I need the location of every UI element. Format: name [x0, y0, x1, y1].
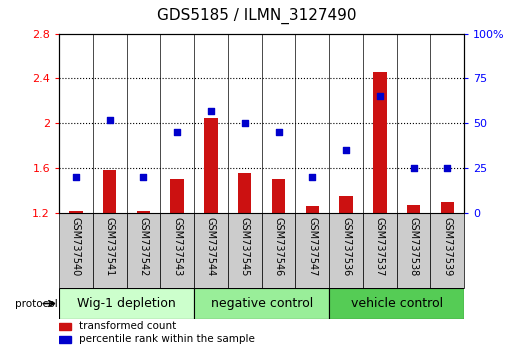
- Point: [376, 93, 384, 99]
- Point: [241, 120, 249, 126]
- Point: [443, 165, 451, 171]
- FancyBboxPatch shape: [397, 213, 430, 289]
- Text: vehicle control: vehicle control: [351, 297, 443, 310]
- Bar: [103, 170, 116, 213]
- Point: [409, 165, 418, 171]
- Bar: [407, 205, 420, 213]
- Point: [308, 174, 317, 180]
- FancyBboxPatch shape: [127, 213, 160, 289]
- Text: GSM737539: GSM737539: [442, 217, 452, 276]
- FancyBboxPatch shape: [295, 213, 329, 289]
- Text: GSM737546: GSM737546: [273, 217, 284, 276]
- FancyBboxPatch shape: [194, 213, 228, 289]
- Text: GSM737537: GSM737537: [375, 217, 385, 276]
- Text: GSM737540: GSM737540: [71, 217, 81, 276]
- Point: [274, 130, 283, 135]
- Bar: [339, 196, 353, 213]
- Bar: [373, 72, 387, 213]
- Text: negative control: negative control: [210, 297, 313, 310]
- Text: GDS5185 / ILMN_3127490: GDS5185 / ILMN_3127490: [157, 8, 356, 24]
- FancyBboxPatch shape: [262, 213, 295, 289]
- Text: GSM737547: GSM737547: [307, 217, 317, 276]
- Bar: [59, 336, 71, 343]
- Text: GSM737544: GSM737544: [206, 217, 216, 276]
- Bar: [272, 179, 285, 213]
- Point: [207, 108, 215, 114]
- FancyBboxPatch shape: [160, 213, 194, 289]
- Point: [342, 147, 350, 153]
- Bar: [136, 211, 150, 213]
- FancyBboxPatch shape: [363, 213, 397, 289]
- Point: [140, 174, 148, 180]
- FancyBboxPatch shape: [430, 213, 464, 289]
- FancyBboxPatch shape: [93, 213, 127, 289]
- FancyBboxPatch shape: [329, 289, 464, 319]
- Bar: [204, 118, 218, 213]
- Text: GSM737538: GSM737538: [409, 217, 419, 276]
- Bar: [306, 206, 319, 213]
- FancyBboxPatch shape: [194, 289, 329, 319]
- Text: percentile rank within the sample: percentile rank within the sample: [79, 334, 255, 344]
- Bar: [441, 202, 454, 213]
- Text: Wig-1 depletion: Wig-1 depletion: [77, 297, 176, 310]
- Bar: [170, 179, 184, 213]
- FancyBboxPatch shape: [59, 213, 93, 289]
- FancyBboxPatch shape: [59, 289, 194, 319]
- Bar: [59, 323, 71, 330]
- Point: [173, 130, 181, 135]
- Text: GSM737542: GSM737542: [139, 217, 148, 276]
- Bar: [238, 173, 251, 213]
- FancyBboxPatch shape: [329, 213, 363, 289]
- Text: GSM737543: GSM737543: [172, 217, 182, 276]
- Text: GSM737536: GSM737536: [341, 217, 351, 276]
- FancyBboxPatch shape: [228, 213, 262, 289]
- Point: [106, 117, 114, 122]
- Text: GSM737545: GSM737545: [240, 217, 250, 276]
- Point: [72, 174, 80, 180]
- Text: GSM737541: GSM737541: [105, 217, 114, 276]
- Bar: [69, 211, 83, 213]
- Text: transformed count: transformed count: [79, 321, 176, 331]
- Text: protocol: protocol: [14, 298, 57, 309]
